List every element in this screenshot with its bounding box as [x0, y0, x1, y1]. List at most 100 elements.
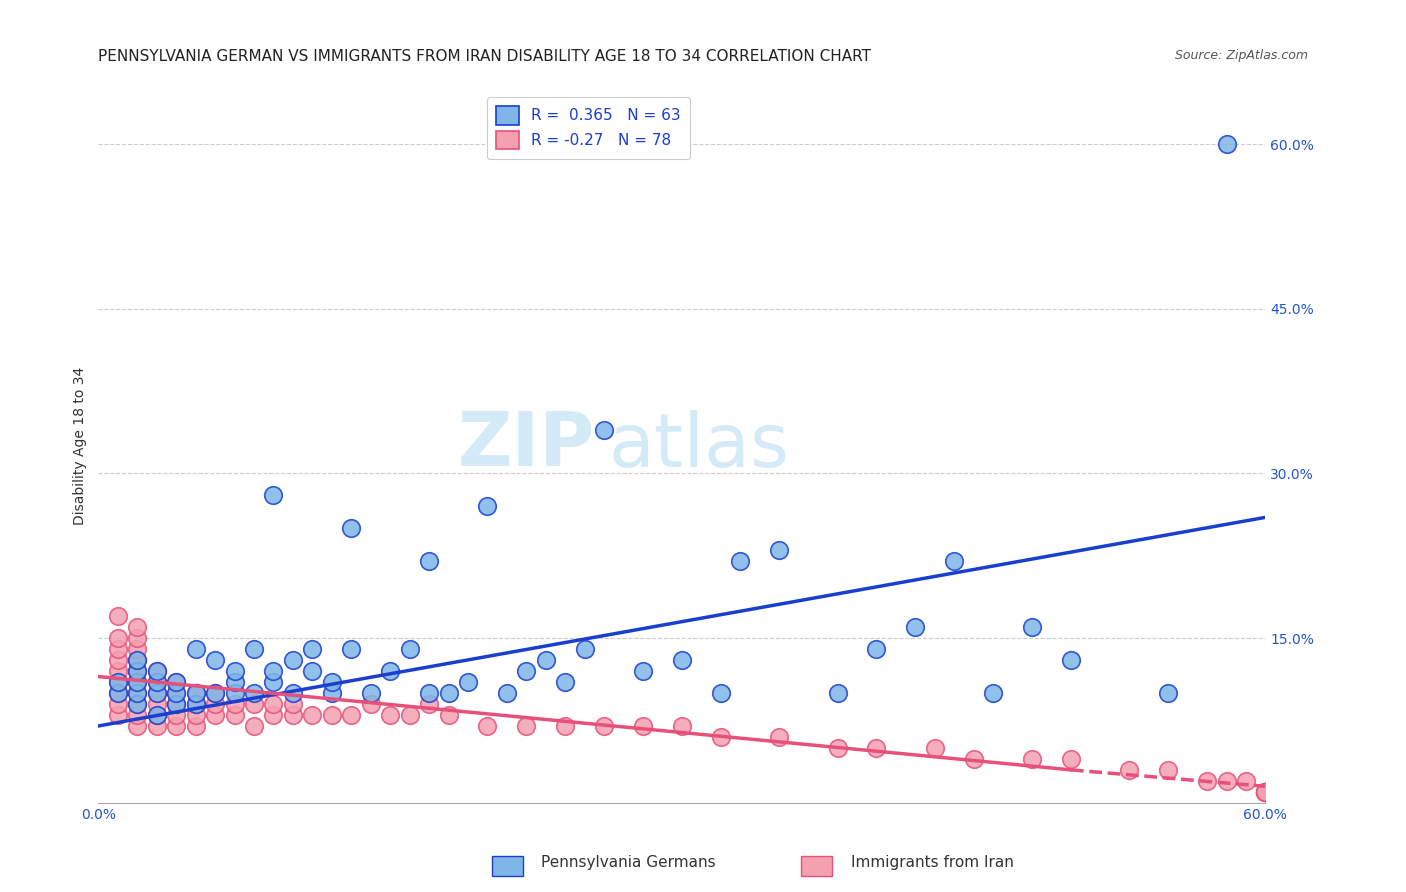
Point [243, 642, 266, 657]
Point [184, 697, 207, 711]
Point [593, 719, 616, 733]
Point [515, 719, 537, 733]
Point [281, 697, 304, 711]
Point [768, 543, 790, 558]
Point [962, 752, 984, 766]
Point [165, 675, 187, 690]
Point [224, 697, 246, 711]
Point [1254, 785, 1277, 799]
Point [127, 642, 149, 657]
Point [301, 664, 323, 678]
Point [301, 642, 323, 657]
Point [146, 686, 169, 700]
Point [943, 554, 966, 568]
Point [204, 686, 226, 700]
Point [360, 686, 382, 700]
Point [146, 686, 169, 700]
Point [127, 664, 149, 678]
Point [146, 708, 169, 723]
Point [127, 631, 149, 645]
Point [321, 708, 343, 723]
Text: ZIP: ZIP [457, 409, 595, 483]
Point [1195, 773, 1218, 788]
Point [865, 740, 887, 755]
Point [184, 686, 207, 700]
Point [146, 664, 169, 678]
Point [1157, 686, 1180, 700]
Point [340, 521, 363, 535]
Point [1254, 785, 1277, 799]
Point [477, 719, 499, 733]
Point [184, 708, 207, 723]
Point [710, 686, 733, 700]
Point [224, 675, 246, 690]
Point [301, 708, 323, 723]
Point [671, 719, 693, 733]
Point [107, 686, 129, 700]
Point [554, 719, 576, 733]
Point [224, 708, 246, 723]
Point [107, 675, 129, 690]
Text: Source: ZipAtlas.com: Source: ZipAtlas.com [1174, 49, 1308, 62]
Point [418, 686, 440, 700]
Point [204, 708, 226, 723]
Point [146, 719, 169, 733]
Point [477, 500, 499, 514]
Legend: R =  0.365   N = 63, R = -0.27   N = 78: R = 0.365 N = 63, R = -0.27 N = 78 [486, 97, 690, 159]
Point [165, 708, 187, 723]
Point [1060, 653, 1083, 667]
Point [671, 653, 693, 667]
Point [127, 697, 149, 711]
Point [418, 554, 440, 568]
Point [146, 675, 169, 690]
Point [184, 697, 207, 711]
Point [127, 697, 149, 711]
Point [243, 697, 266, 711]
Point [262, 697, 284, 711]
Point [924, 740, 946, 755]
Point [243, 686, 266, 700]
Point [146, 708, 169, 723]
Point [1254, 785, 1277, 799]
Point [146, 675, 169, 690]
Point [827, 686, 849, 700]
Point [165, 675, 187, 690]
Point [107, 697, 129, 711]
Point [165, 686, 187, 700]
Point [107, 664, 129, 678]
Point [281, 686, 304, 700]
Point [981, 686, 1004, 700]
Point [1215, 773, 1237, 788]
Point [127, 708, 149, 723]
Point [204, 653, 226, 667]
Point [631, 719, 654, 733]
Point [262, 708, 284, 723]
Point [107, 708, 129, 723]
Point [827, 740, 849, 755]
Text: Immigrants from Iran: Immigrants from Iran [851, 855, 1014, 870]
Point [437, 708, 460, 723]
Text: atlas: atlas [609, 409, 789, 483]
Point [457, 675, 479, 690]
Point [127, 653, 149, 667]
Point [184, 719, 207, 733]
Point [165, 719, 187, 733]
Point [534, 653, 557, 667]
Point [107, 631, 129, 645]
Point [418, 697, 440, 711]
Point [437, 686, 460, 700]
Text: Pennsylvania Germans: Pennsylvania Germans [541, 855, 716, 870]
Point [865, 642, 887, 657]
Point [398, 642, 420, 657]
Point [1157, 763, 1180, 777]
Point [1254, 785, 1277, 799]
Point [904, 620, 927, 634]
Point [184, 642, 207, 657]
Point [127, 620, 149, 634]
Point [1254, 785, 1277, 799]
Point [1254, 785, 1277, 799]
Point [574, 642, 596, 657]
Point [378, 664, 402, 678]
Point [127, 686, 149, 700]
Point [321, 675, 343, 690]
